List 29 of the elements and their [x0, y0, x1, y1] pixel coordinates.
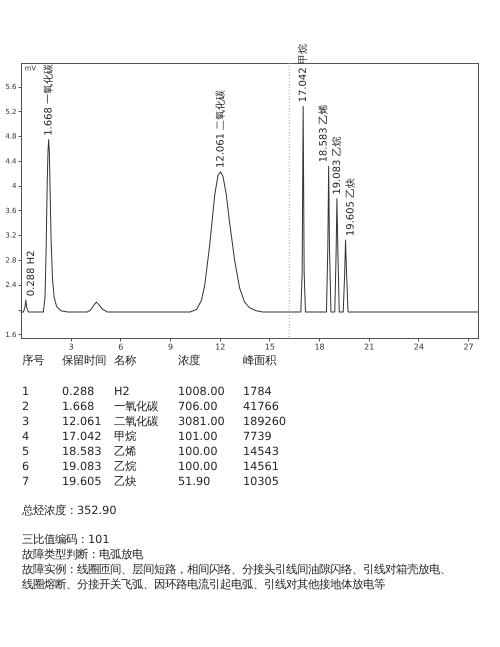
annotation: 0.288 H2: [26, 250, 37, 296]
x-tick-label: 18: [314, 342, 325, 352]
x-tick-label: 6: [118, 342, 124, 352]
x-tick-label: 12: [215, 342, 226, 352]
x-tick-label: 27: [463, 342, 474, 352]
annotation: 19.083 乙烷: [330, 136, 343, 195]
text: 1 0.288 H2 1008.00 1784: [22, 385, 272, 398]
text: 3 12.061 二氧化碳 3081.00 189260: [22, 415, 286, 428]
annotation: 12.061 二氧化碳: [214, 90, 227, 168]
text: 4 17.042 甲烷 101.00 7739: [22, 430, 272, 443]
x-tick-label: 21: [364, 342, 374, 352]
x-tick-label: 15: [264, 342, 275, 352]
text: 6 19.083 乙烷 100.00 14561: [22, 460, 279, 473]
text: 总烃浓度：352.90: [21, 504, 117, 517]
text: 5 18.583 乙烯 100.00 14543: [22, 445, 279, 458]
annotation: 1.668 一氧化碳: [42, 64, 55, 136]
x-tick-label: 24: [414, 342, 424, 352]
x-tick-label: 3: [68, 342, 74, 352]
text: 2 1.668 一氧化碳 706.00 41766: [22, 400, 279, 413]
annotation: 19.605 乙炔: [344, 178, 357, 236]
text: 故障类型判断：电弧放电: [22, 548, 143, 561]
text: 三比值编码：101: [22, 533, 110, 546]
x-tick-label: 9: [168, 342, 174, 352]
text: 线圈熔断、分接开关飞弧、因环路电流引起电弧、引线对其他接地体放电等: [22, 578, 385, 591]
text: 7 19.605 乙炔 51.90 10305: [22, 475, 279, 488]
text: 故障实例：线圈匝间、层间短路，相间闪络、分接头引线间油隙闪络、引线对箱壳放电、: [22, 563, 451, 576]
annotation: 18.583 乙烯: [318, 104, 330, 162]
text: 序号 保留时间 名称 浓度 峰面积: [22, 354, 276, 367]
annotation: 17.042 甲烷: [297, 44, 310, 102]
